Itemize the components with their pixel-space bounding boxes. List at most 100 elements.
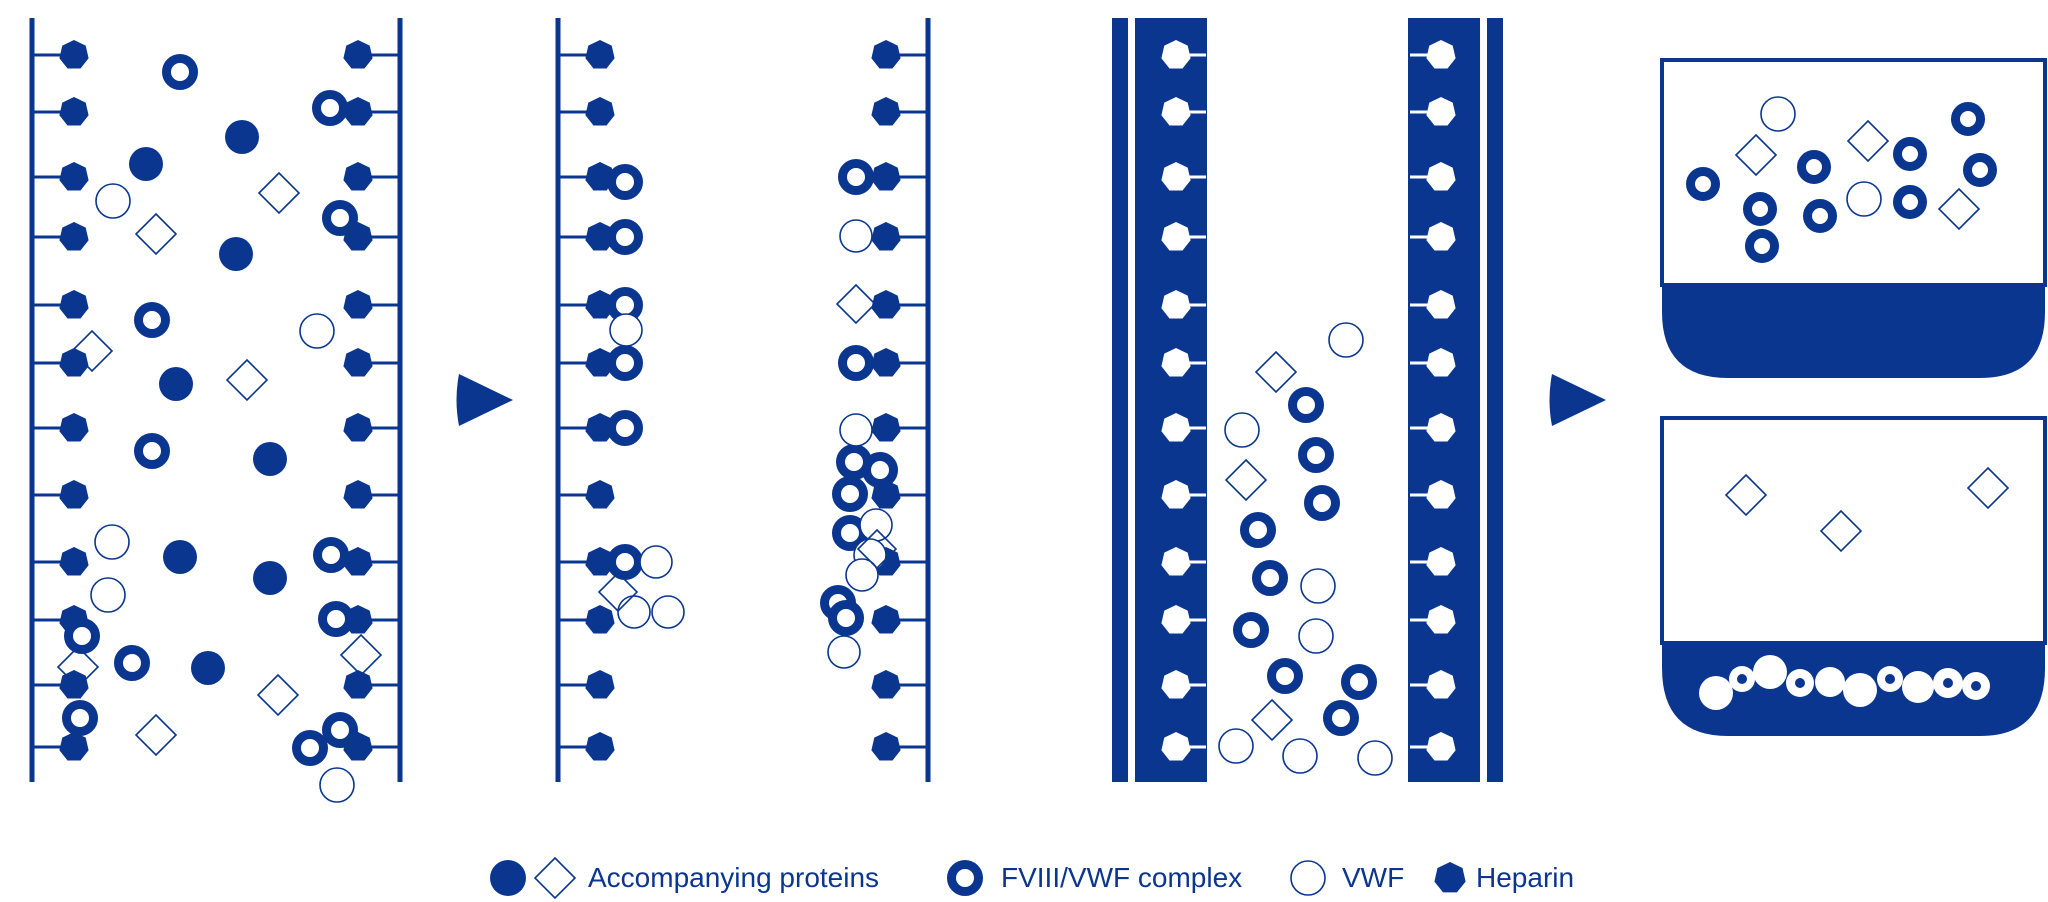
ring-icon: [1346, 669, 1373, 696]
ring-icon: [843, 350, 870, 377]
ring-icon: [952, 865, 979, 892]
ring-icon: [612, 350, 639, 377]
pellet-core: [1737, 674, 1747, 684]
heptagon-icon: [1434, 862, 1465, 892]
heptagon-icon: [585, 97, 614, 126]
heptagon-icon: [59, 222, 88, 251]
heptagon-icon: [871, 670, 900, 699]
legend: Accompanying proteins FVIII/VWF complex …: [490, 858, 1574, 898]
ring-icon: [1808, 204, 1833, 229]
column-wall-left: [1112, 18, 1128, 782]
hollow-circle-icon: [91, 578, 125, 612]
filled-circle-icon: [159, 367, 193, 401]
ring-icon: [867, 457, 894, 484]
heptagon-icon: [59, 547, 88, 576]
heptagon-icon: [871, 348, 900, 377]
ring-icon: [1238, 617, 1265, 644]
heptagon-icon: [59, 162, 88, 191]
ring-icon: [167, 59, 194, 86]
play-triangle-icon: [1550, 374, 1607, 426]
ring-icon: [1748, 197, 1773, 222]
heptagon-icon: [59, 40, 88, 69]
hollow-circle-icon: [828, 636, 860, 668]
pellet-core: [1943, 678, 1953, 688]
heptagon-icon: [871, 732, 900, 761]
panel-washed-column: [558, 18, 928, 782]
filled-circle-icon: [129, 147, 163, 181]
hollow-diamond-icon: [259, 173, 299, 213]
ring-icon: [297, 735, 324, 762]
heptagon-icon: [343, 290, 372, 319]
panel-collected-fractions: [1662, 60, 2045, 736]
hollow-circle-icon: [618, 596, 650, 628]
arrow-1: [457, 374, 514, 426]
ring-icon: [1245, 517, 1272, 544]
precipitate-pellet: [1699, 676, 1733, 710]
ring-icon: [139, 438, 166, 465]
filled-circle-icon: [253, 442, 287, 476]
filled-circle-icon: [490, 860, 526, 896]
ring-icon: [139, 307, 166, 334]
ring-icon: [1257, 565, 1284, 592]
heptagon-icon: [871, 413, 900, 442]
ring-icon: [318, 542, 345, 569]
heptagon-icon: [343, 40, 372, 69]
filled-circle-icon: [253, 561, 287, 595]
heptagon-icon: [343, 97, 372, 126]
hollow-diamond-icon: [1256, 352, 1296, 392]
fraction-vessel-lower: [1662, 418, 2045, 643]
legend-label-fviii-vwf-complex: FVIII/VWF complex: [1001, 862, 1242, 893]
ring-icon: [1272, 663, 1299, 690]
ring-icon: [327, 205, 354, 232]
heptagon-icon: [343, 670, 372, 699]
hollow-circle-icon: [1299, 619, 1333, 653]
ring-icon: [1309, 490, 1336, 517]
hollow-circle-icon: [1301, 569, 1335, 603]
ring-icon: [837, 481, 864, 508]
hollow-diamond-icon: [1939, 189, 1979, 229]
heptagon-icon: [585, 732, 614, 761]
heptagon-icon: [59, 290, 88, 319]
heptagon-icon: [871, 97, 900, 126]
hollow-diamond-icon: [136, 214, 176, 254]
ring-icon: [1293, 392, 1320, 419]
ring-icon: [1328, 705, 1355, 732]
hollow-circle-icon: [320, 768, 354, 802]
hollow-circle-icon: [300, 314, 334, 348]
hollow-diamond-icon: [341, 635, 381, 675]
hollow-diamond-icon: [1736, 135, 1776, 175]
hollow-diamond-icon: [1968, 468, 2008, 508]
hollow-circle-icon: [95, 525, 129, 559]
precipitate-pellet: [1902, 671, 1934, 703]
hollow-circle-icon: [652, 596, 684, 628]
heparin-resin-bed-right: [1408, 18, 1480, 782]
pellet-core: [1971, 681, 1981, 691]
hollow-diamond-icon: [1226, 460, 1266, 500]
heptagon-icon: [343, 162, 372, 191]
ring-icon: [67, 705, 94, 732]
pellet-core: [1885, 674, 1895, 684]
hollow-diamond-icon: [535, 858, 575, 898]
play-triangle-icon: [457, 374, 514, 426]
ring-icon: [612, 415, 639, 442]
precipitate-pellet: [1753, 655, 1787, 689]
heptagon-icon: [871, 605, 900, 634]
hollow-circle-icon: [1358, 741, 1392, 775]
legend-label-heparin: Heparin: [1476, 862, 1574, 893]
panel-mixture-binding: [32, 18, 400, 802]
column-wall-right: [1487, 18, 1503, 782]
pellet-core: [1765, 696, 1775, 706]
filled-circle-icon: [225, 120, 259, 154]
ring-icon: [612, 169, 639, 196]
heptagon-icon: [585, 480, 614, 509]
ring-icon: [1898, 190, 1923, 215]
hollow-diamond-icon: [1252, 700, 1292, 740]
ring-icon: [1303, 442, 1330, 469]
precipitate-pellet: [1815, 667, 1845, 697]
ring-icon: [119, 650, 146, 677]
hollow-circle-icon: [840, 414, 872, 446]
precipitate-pellet: [1843, 673, 1877, 707]
heptagon-icon: [343, 413, 372, 442]
hollow-circle-icon: [1291, 861, 1325, 895]
